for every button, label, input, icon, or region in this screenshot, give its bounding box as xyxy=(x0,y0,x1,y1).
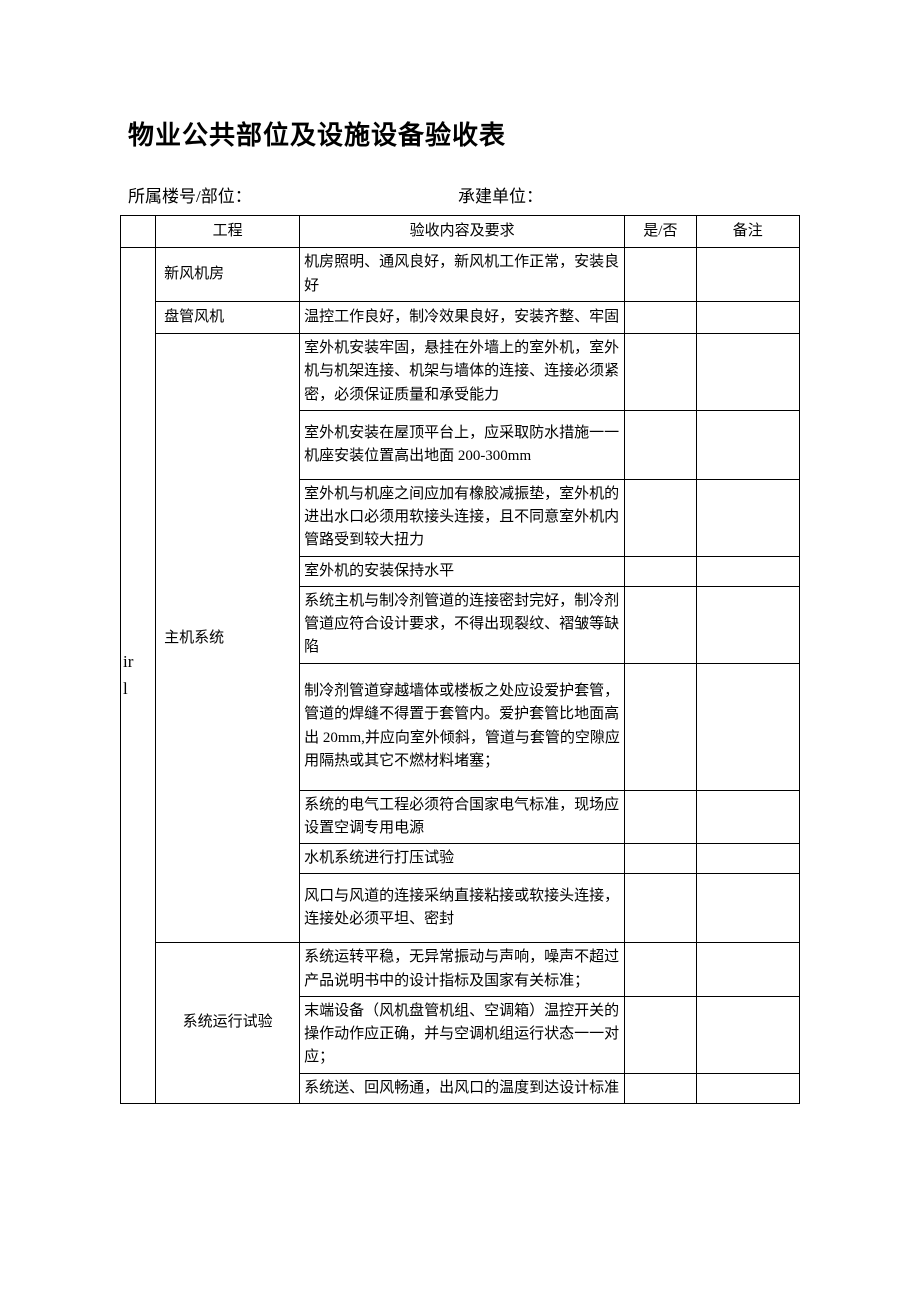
side-category-cell: ir l xyxy=(121,248,156,1104)
remark-cell xyxy=(696,663,799,790)
yesno-cell xyxy=(625,301,696,333)
yesno-cell xyxy=(625,334,696,411)
building-label: 所属楼号/部位： xyxy=(128,182,458,207)
content-cell: 机房照明、通风良好，新风机工作正常，安装良好 xyxy=(300,248,625,302)
project-name: 盘管风机 xyxy=(156,301,300,333)
remark-cell xyxy=(696,410,799,479)
remark-cell xyxy=(696,301,799,333)
remark-cell xyxy=(696,1073,799,1103)
side-header-blank xyxy=(121,216,156,248)
yesno-cell xyxy=(625,556,696,586)
remark-cell xyxy=(696,943,799,997)
yesno-cell xyxy=(625,996,696,1073)
table-row: 系统运行试验 系统运转平稳，无异常振动与声响，噪声不超过产品说明书中的设计指标及… xyxy=(121,943,800,997)
remark-cell xyxy=(696,996,799,1073)
content-cell: 系统送、回风畅通，出风口的温度到达设计标准 xyxy=(300,1073,625,1103)
content-cell: 温控工作良好，制冷效果良好，安装齐整、牢固 xyxy=(300,301,625,333)
table-row: 盘管风机 温控工作良好，制冷效果良好，安装齐整、牢固 xyxy=(121,301,800,333)
header-yesno: 是/否 xyxy=(625,216,696,248)
remark-cell xyxy=(696,790,799,844)
content-cell: 风口与风道的连接采纳直接粘接或软接头连接，连接处必须平坦、密封 xyxy=(300,874,625,943)
contractor-label: 承建单位： xyxy=(458,182,543,207)
content-cell: 室外机安装在屋顶平台上，应采取防水措施一一机座安装位置高出地面 200-300m… xyxy=(300,410,625,479)
yesno-cell xyxy=(625,943,696,997)
content-cell: 室外机安装牢固，悬挂在外墙上的室外机，室外机与机架连接、机架与墙体的连接、连接必… xyxy=(300,334,625,411)
content-cell: 室外机的安装保持水平 xyxy=(300,556,625,586)
content-cell: 系统运转平稳，无异常振动与声响，噪声不超过产品说明书中的设计指标及国家有关标准； xyxy=(300,943,625,997)
yesno-cell xyxy=(625,479,696,556)
page-title: 物业公共部位及设施设备验收表 xyxy=(128,115,800,152)
header-remark: 备注 xyxy=(696,216,799,248)
inspection-table: 工程 验收内容及要求 是/否 备注 ir l 新风机房 机房照明、通风良好，新风… xyxy=(120,215,800,1104)
yesno-cell xyxy=(625,874,696,943)
yesno-cell xyxy=(625,1073,696,1103)
content-cell: 系统主机与制冷剂管道的连接密封完好，制冷剂管道应符合设计要求，不得出现裂纹、褶皱… xyxy=(300,586,625,663)
yesno-cell xyxy=(625,663,696,790)
table-header-row: 工程 验收内容及要求 是/否 备注 xyxy=(121,216,800,248)
project-name: 主机系统 xyxy=(156,334,300,943)
header-content: 验收内容及要求 xyxy=(300,216,625,248)
remark-cell xyxy=(696,874,799,943)
remark-cell xyxy=(696,586,799,663)
yesno-cell xyxy=(625,586,696,663)
yesno-cell xyxy=(625,248,696,302)
content-cell: 水机系统进行打压试验 xyxy=(300,844,625,874)
remark-cell xyxy=(696,479,799,556)
project-name: 新风机房 xyxy=(156,248,300,302)
header-project: 工程 xyxy=(156,216,300,248)
remark-cell xyxy=(696,556,799,586)
document-page: 物业公共部位及设施设备验收表 所属楼号/部位： 承建单位： 工程 验收内容及要求… xyxy=(0,0,920,1144)
content-cell: 末端设备（风机盘管机组、空调箱）温控开关的操作动作应正确，并与空调机组运行状态一… xyxy=(300,996,625,1073)
content-cell: 室外机与机座之间应加有橡胶减振垫，室外机的进出水口必须用软接头连接，且不同意室外… xyxy=(300,479,625,556)
remark-cell xyxy=(696,844,799,874)
yesno-cell xyxy=(625,790,696,844)
table-row: 主机系统 室外机安装牢固，悬挂在外墙上的室外机，室外机与机架连接、机架与墙体的连… xyxy=(121,334,800,411)
subtitle-row: 所属楼号/部位： 承建单位： xyxy=(120,182,800,207)
content-cell: 制冷剂管道穿越墙体或楼板之处应设爱护套管，管道的焊缝不得置于套管内。爱护套管比地… xyxy=(300,663,625,790)
yesno-cell xyxy=(625,844,696,874)
side-label-2: l xyxy=(123,676,153,702)
remark-cell xyxy=(696,248,799,302)
table-row: ir l 新风机房 机房照明、通风良好，新风机工作正常，安装良好 xyxy=(121,248,800,302)
side-label-1: ir xyxy=(123,649,153,675)
remark-cell xyxy=(696,334,799,411)
project-name: 系统运行试验 xyxy=(156,943,300,1104)
content-cell: 系统的电气工程必须符合国家电气标准，现场应设置空调专用电源 xyxy=(300,790,625,844)
yesno-cell xyxy=(625,410,696,479)
